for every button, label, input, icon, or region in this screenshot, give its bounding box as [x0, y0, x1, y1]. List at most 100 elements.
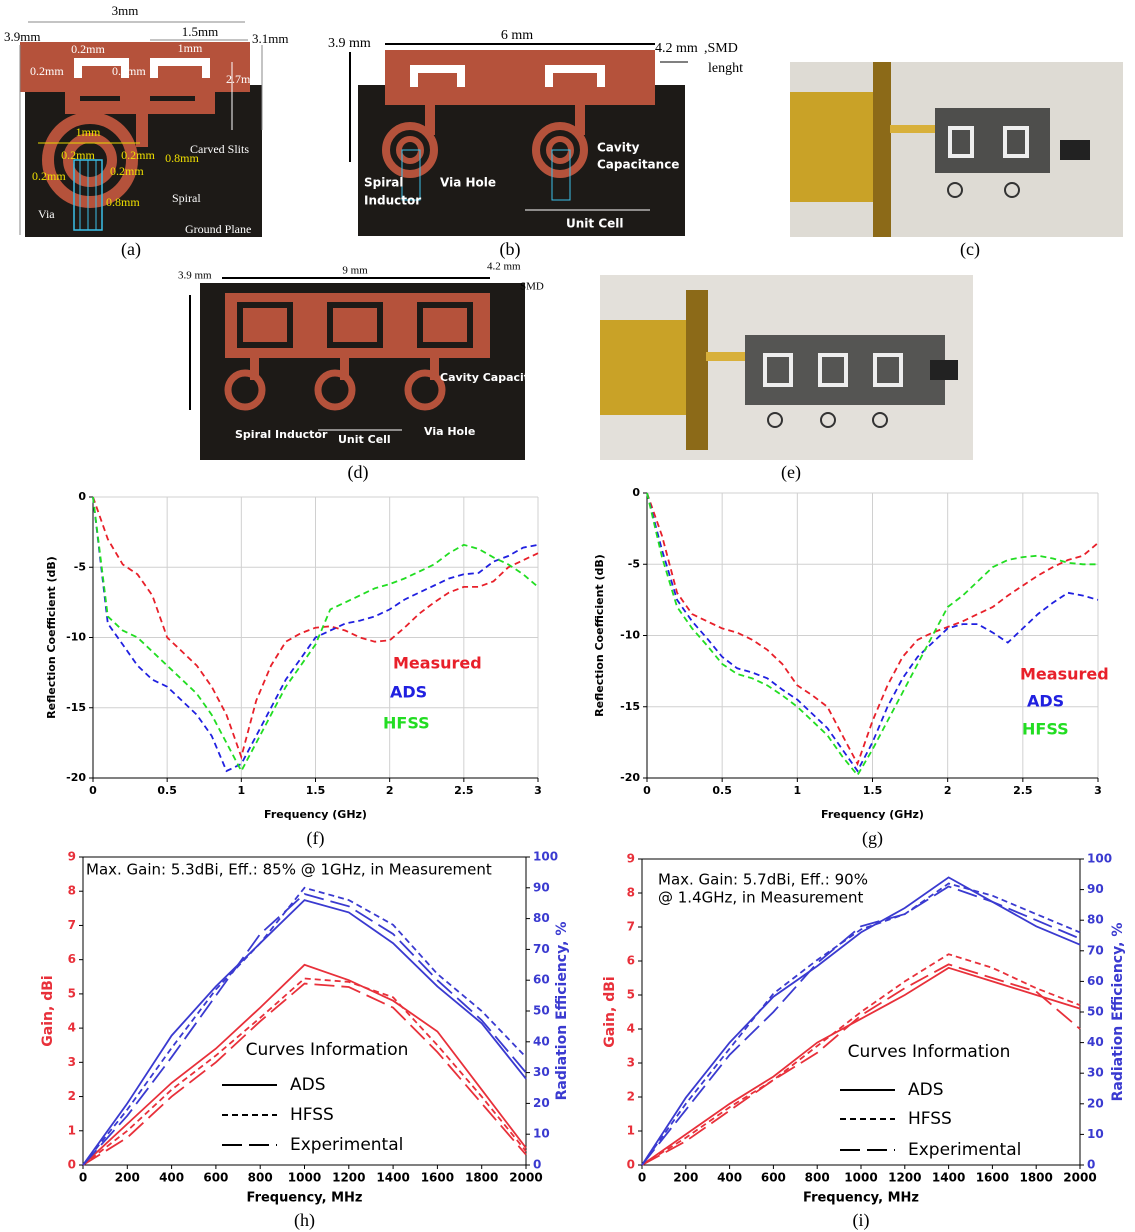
panel-label: 0.8mm	[165, 151, 199, 165]
panel-caption: (a)	[121, 239, 141, 260]
y2-tick-label: 90	[533, 880, 550, 894]
x-tick-label: 600	[203, 1171, 228, 1185]
panel-label: Inductor	[364, 194, 421, 208]
panel-label: 3mm	[112, 3, 139, 18]
panel-c-photo	[790, 62, 1123, 237]
x-tick-label: 3	[1094, 784, 1102, 797]
series-line	[641, 885, 1081, 1166]
x-axis-label: Frequency, MHz	[803, 1191, 919, 1206]
legend-label: Measured	[1020, 665, 1109, 684]
x-tick-label: 1800	[1019, 1171, 1052, 1185]
series-line	[92, 496, 539, 773]
y2-tick-label: 40	[533, 1034, 550, 1048]
x-tick-label: 2	[944, 784, 952, 797]
x-axis-label: Frequency (GHz)	[821, 808, 924, 821]
panel-label: Cavity Capacitor	[440, 371, 543, 384]
y-tick-label: 0	[627, 1158, 635, 1172]
panel-caption: (d)	[348, 462, 369, 483]
x-tick-label: 1200	[332, 1171, 365, 1185]
panel-label: ,SMD	[704, 41, 738, 56]
x-tick-label: 0	[643, 784, 651, 797]
series-line	[641, 876, 1081, 1166]
y2-tick-label: 0	[1087, 1158, 1095, 1172]
y-tick-label: 0	[68, 1158, 76, 1172]
y-axis-label: Reflection Coefficient (dB)	[45, 556, 58, 719]
panel-label: Unit Cell	[338, 433, 391, 446]
y-tick-label: 1	[627, 1124, 635, 1138]
series-line	[646, 492, 1098, 777]
y-axis-label: Gain, dBi	[40, 975, 56, 1046]
y-tick-label: -20	[66, 771, 86, 784]
chart-caption: (f)	[307, 828, 325, 849]
y-tick-label: 4	[68, 1021, 76, 1035]
legend-title: Curves Information	[246, 1040, 409, 1060]
panel-label: 3.1mm	[252, 31, 288, 46]
panel-caption: (e)	[781, 462, 801, 483]
annotation: Max. Gain: 5.3dBi, Eff.: 85% @ 1GHz, in …	[86, 861, 492, 879]
x-tick-label: 1	[238, 784, 246, 797]
x-tick-label: 0	[638, 1171, 646, 1185]
panel-label: 9 mm	[342, 265, 368, 277]
legend-label: ADS	[290, 1075, 326, 1095]
y2-tick-label: 10	[533, 1127, 550, 1141]
x-tick-label: 2	[386, 784, 394, 797]
y-tick-label: -10	[66, 631, 86, 644]
legend-label: ADS	[390, 683, 427, 702]
y2-tick-label: 50	[533, 1004, 550, 1018]
y-tick-label: 9	[68, 850, 76, 864]
x-tick-label: 0.5	[157, 784, 177, 797]
y-tick-label: 3	[627, 1056, 635, 1070]
y2-tick-label: 100	[1087, 852, 1112, 866]
x-tick-label: 400	[159, 1171, 184, 1185]
x-tick-label: 2.5	[454, 784, 474, 797]
y-tick-label: 1	[68, 1123, 76, 1137]
y-tick-label: 5	[627, 988, 635, 1002]
x-tick-label: 0	[89, 784, 97, 797]
series-line	[82, 899, 527, 1166]
legend-label: HFSS	[383, 714, 430, 733]
x-tick-label: 2000	[509, 1171, 542, 1185]
y2-tick-label: 80	[1087, 913, 1104, 927]
panel-label: 0.5mm	[112, 64, 146, 78]
y-tick-label: 0	[78, 490, 86, 503]
y-tick-label: 8	[68, 884, 76, 898]
y2-tick-label: 30	[533, 1065, 550, 1079]
panel-e-photo	[600, 275, 973, 460]
legend-title: Curves Information	[848, 1042, 1011, 1062]
panel-label: 0.2mm	[121, 148, 155, 162]
legend-label: Experimental	[908, 1140, 1021, 1160]
legend-label: ADS	[1027, 692, 1064, 711]
y-tick-label: 0	[632, 486, 640, 499]
y2-tick-label: 0	[533, 1158, 541, 1172]
series-line	[82, 963, 527, 1166]
y-tick-label: 9	[627, 852, 635, 866]
series-line	[82, 893, 527, 1166]
legend-label: HFSS	[1022, 720, 1069, 739]
y-tick-label: 2	[627, 1090, 635, 1104]
y-tick-label: 5	[68, 986, 76, 1000]
y-tick-label: -15	[66, 701, 86, 714]
chart-caption: (i)	[853, 1210, 870, 1231]
y2-tick-label: 100	[533, 850, 558, 864]
panel-label: 0.2mm	[71, 42, 105, 56]
panel-label: Carved Slits	[190, 142, 249, 156]
chart-caption: (g)	[862, 828, 883, 849]
x-tick-label: 1000	[288, 1171, 321, 1185]
plot-frame	[641, 858, 1081, 1166]
x-tick-label: 0.5	[712, 784, 732, 797]
legend-label: ADS	[908, 1080, 944, 1100]
x-tick-label: 800	[805, 1171, 830, 1185]
y-axis-label: Gain, dBi	[602, 976, 618, 1047]
panel-label: Spiral	[364, 176, 403, 190]
x-tick-label: 1.5	[863, 784, 883, 797]
y-tick-label: -15	[620, 700, 640, 713]
panel-label: Via Hole	[440, 176, 496, 190]
x-tick-label: 2000	[1063, 1171, 1096, 1185]
legend-label: HFSS	[290, 1105, 334, 1125]
panel-label: Spiral Inductor	[235, 428, 328, 441]
y2-tick-label: 90	[1087, 882, 1104, 896]
x-tick-label: 1	[794, 784, 802, 797]
x-tick-label: 800	[248, 1171, 273, 1185]
y-tick-label: -5	[628, 557, 640, 570]
